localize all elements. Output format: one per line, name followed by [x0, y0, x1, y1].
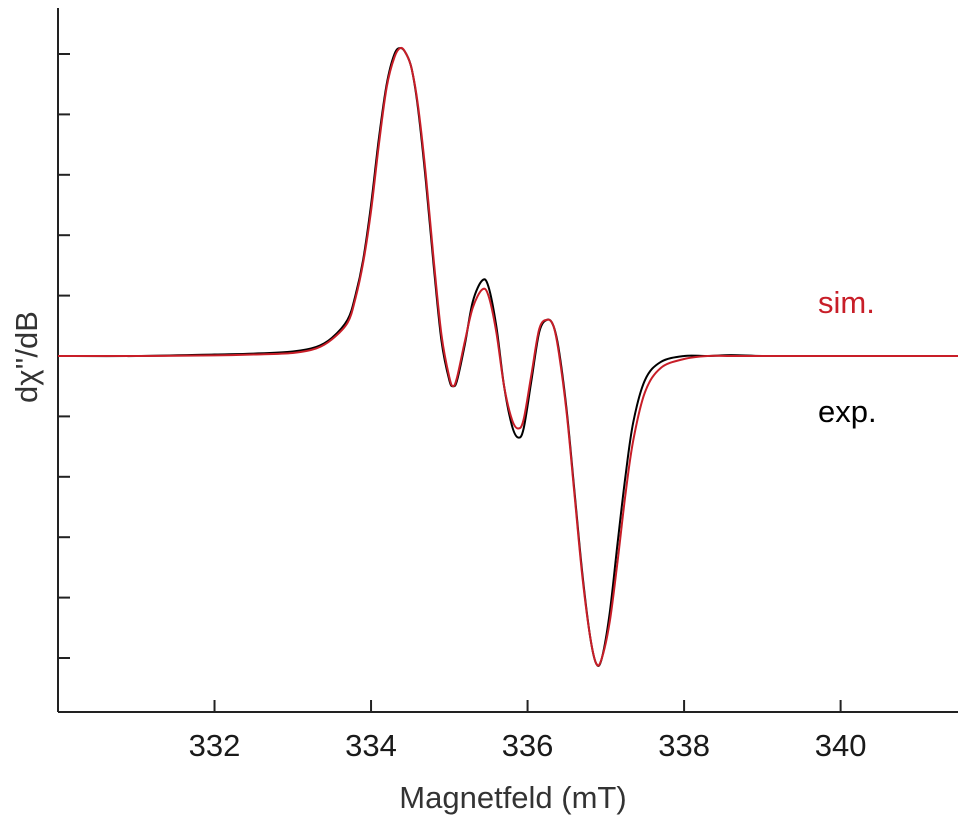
x-tick-label: 340	[815, 728, 867, 763]
legend-label-sim: sim.	[818, 285, 875, 320]
x-axis-ticks: 332 334 336 338 340	[189, 700, 867, 763]
series-line-sim	[57, 46, 958, 667]
legend-label-exp: exp.	[818, 394, 877, 429]
y-axis-ticks	[58, 53, 70, 659]
x-tick-label: 338	[658, 728, 710, 763]
x-tick-label: 332	[189, 728, 241, 763]
plot-area: 332 334 336 338 340	[57, 8, 958, 763]
x-tick-label: 336	[502, 728, 554, 763]
y-axis-title: dχ''/dB	[9, 311, 44, 403]
x-tick-label: 334	[345, 728, 397, 763]
x-axis-title: Magnetfeld (mT)	[399, 780, 626, 815]
series-layer	[57, 46, 958, 667]
